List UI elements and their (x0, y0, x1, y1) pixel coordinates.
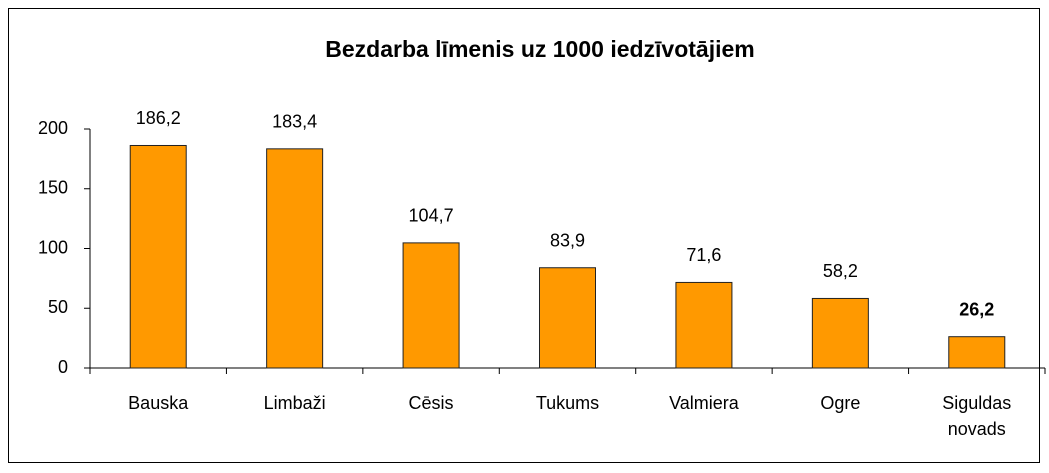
x-tick-label: Cēsis (408, 393, 454, 413)
y-tick-label: 150 (38, 178, 68, 198)
bar (129, 144, 187, 369)
y-tick-label: 100 (38, 237, 68, 257)
value-label: 186,2 (136, 108, 181, 128)
chart-title: Bezdarba līmenis uz 1000 iedzīvotājiem (325, 36, 755, 62)
x-tick-label: Valmiera (669, 393, 739, 413)
x-tick-label: Limbaži (263, 393, 326, 413)
value-label: 83,9 (550, 230, 585, 250)
value-label: 58,2 (823, 261, 858, 281)
bar (402, 242, 460, 369)
x-tick-label: Ogre (820, 393, 861, 413)
y-tick-label: 200 (38, 118, 68, 138)
x-tick-label: Tukums (535, 393, 600, 413)
x-tick-label: Siguldas novads (942, 393, 1012, 439)
bar (948, 336, 1006, 369)
bar (675, 281, 733, 369)
bar (539, 267, 596, 369)
value-label: 183,4 (272, 112, 317, 132)
value-label: 26,2 (959, 299, 994, 319)
bar (266, 148, 324, 369)
value-label: 71,6 (686, 245, 721, 265)
x-tick-label: Bauska (128, 393, 189, 413)
y-tick-label: 0 (58, 357, 68, 377)
value-label: 104,7 (409, 206, 454, 226)
bar (811, 297, 869, 369)
y-tick-label: 50 (48, 297, 68, 317)
